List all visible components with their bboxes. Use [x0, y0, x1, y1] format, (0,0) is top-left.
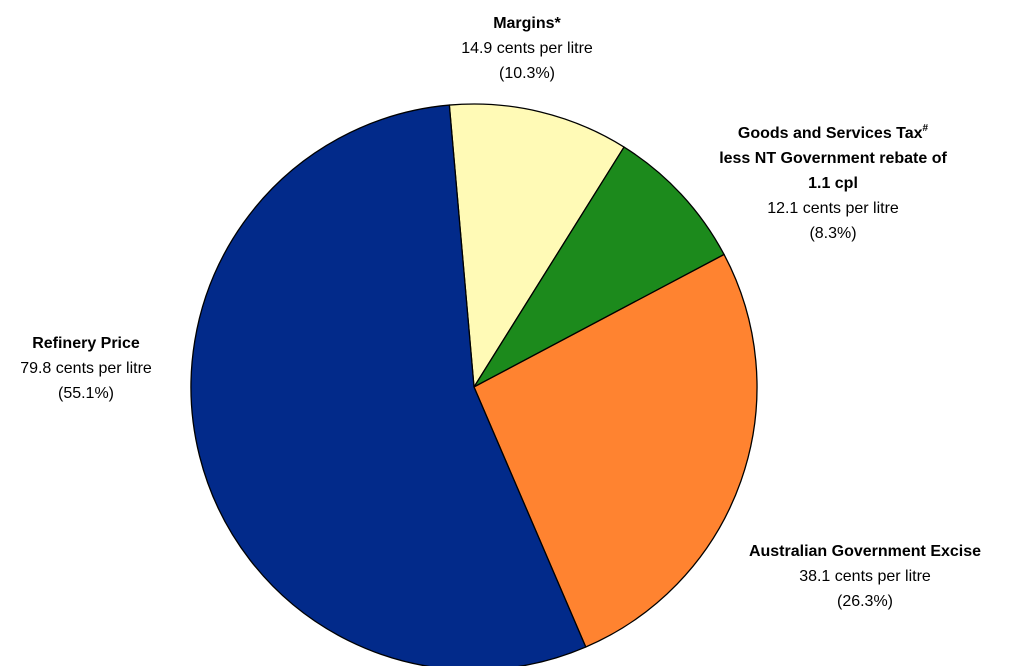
slice-name-gst-line-1: Goods and Services Tax#	[738, 123, 929, 142]
slice-percent-margins: (10.3%)	[499, 65, 555, 82]
slice-percent-refinery: (55.1%)	[58, 385, 114, 402]
slice-percent-excise: (26.3%)	[837, 593, 893, 610]
slice-value-margins: 14.9 cents per litre	[461, 40, 593, 57]
slices-layer	[190, 103, 758, 671]
slice-label-margins: Margins* 14.9 cents per litre (10.3%)	[461, 15, 593, 82]
slice-name-refinery-line-1: Refinery Price	[32, 335, 140, 352]
pie-slice-gst	[473, 146, 725, 388]
slice-percent-gst: (8.3%)	[809, 225, 856, 242]
pie-slice-margins	[448, 103, 625, 388]
slice-name-excise-line-1: Australian Government Excise	[749, 543, 981, 560]
slice-name-gst-superscript: #	[923, 123, 929, 134]
slice-value-refinery: 79.8 cents per litre	[20, 360, 152, 377]
slice-name-gst-line-2: less NT Government rebate of	[719, 150, 947, 167]
slice-value-gst: 12.1 cents per litre	[767, 200, 899, 217]
pie-slice-excise	[473, 253, 758, 648]
slice-value-excise: 38.1 cents per litre	[799, 568, 931, 585]
slice-label-gst: Goods and Services Tax# less NT Governmen…	[719, 123, 947, 242]
slice-label-refinery: Refinery Price 79.8 cents per litre (55.1%…	[20, 335, 152, 402]
slice-name-gst-line-3: 1.1 cpl	[808, 175, 858, 192]
labels-layer: Margins* 14.9 cents per litre (10.3%) Goods…	[20, 15, 981, 610]
slice-label-excise: Australian Government Excise 38.1 cents p…	[749, 543, 981, 610]
slice-name-margins-line-1: Margins*	[493, 15, 561, 32]
